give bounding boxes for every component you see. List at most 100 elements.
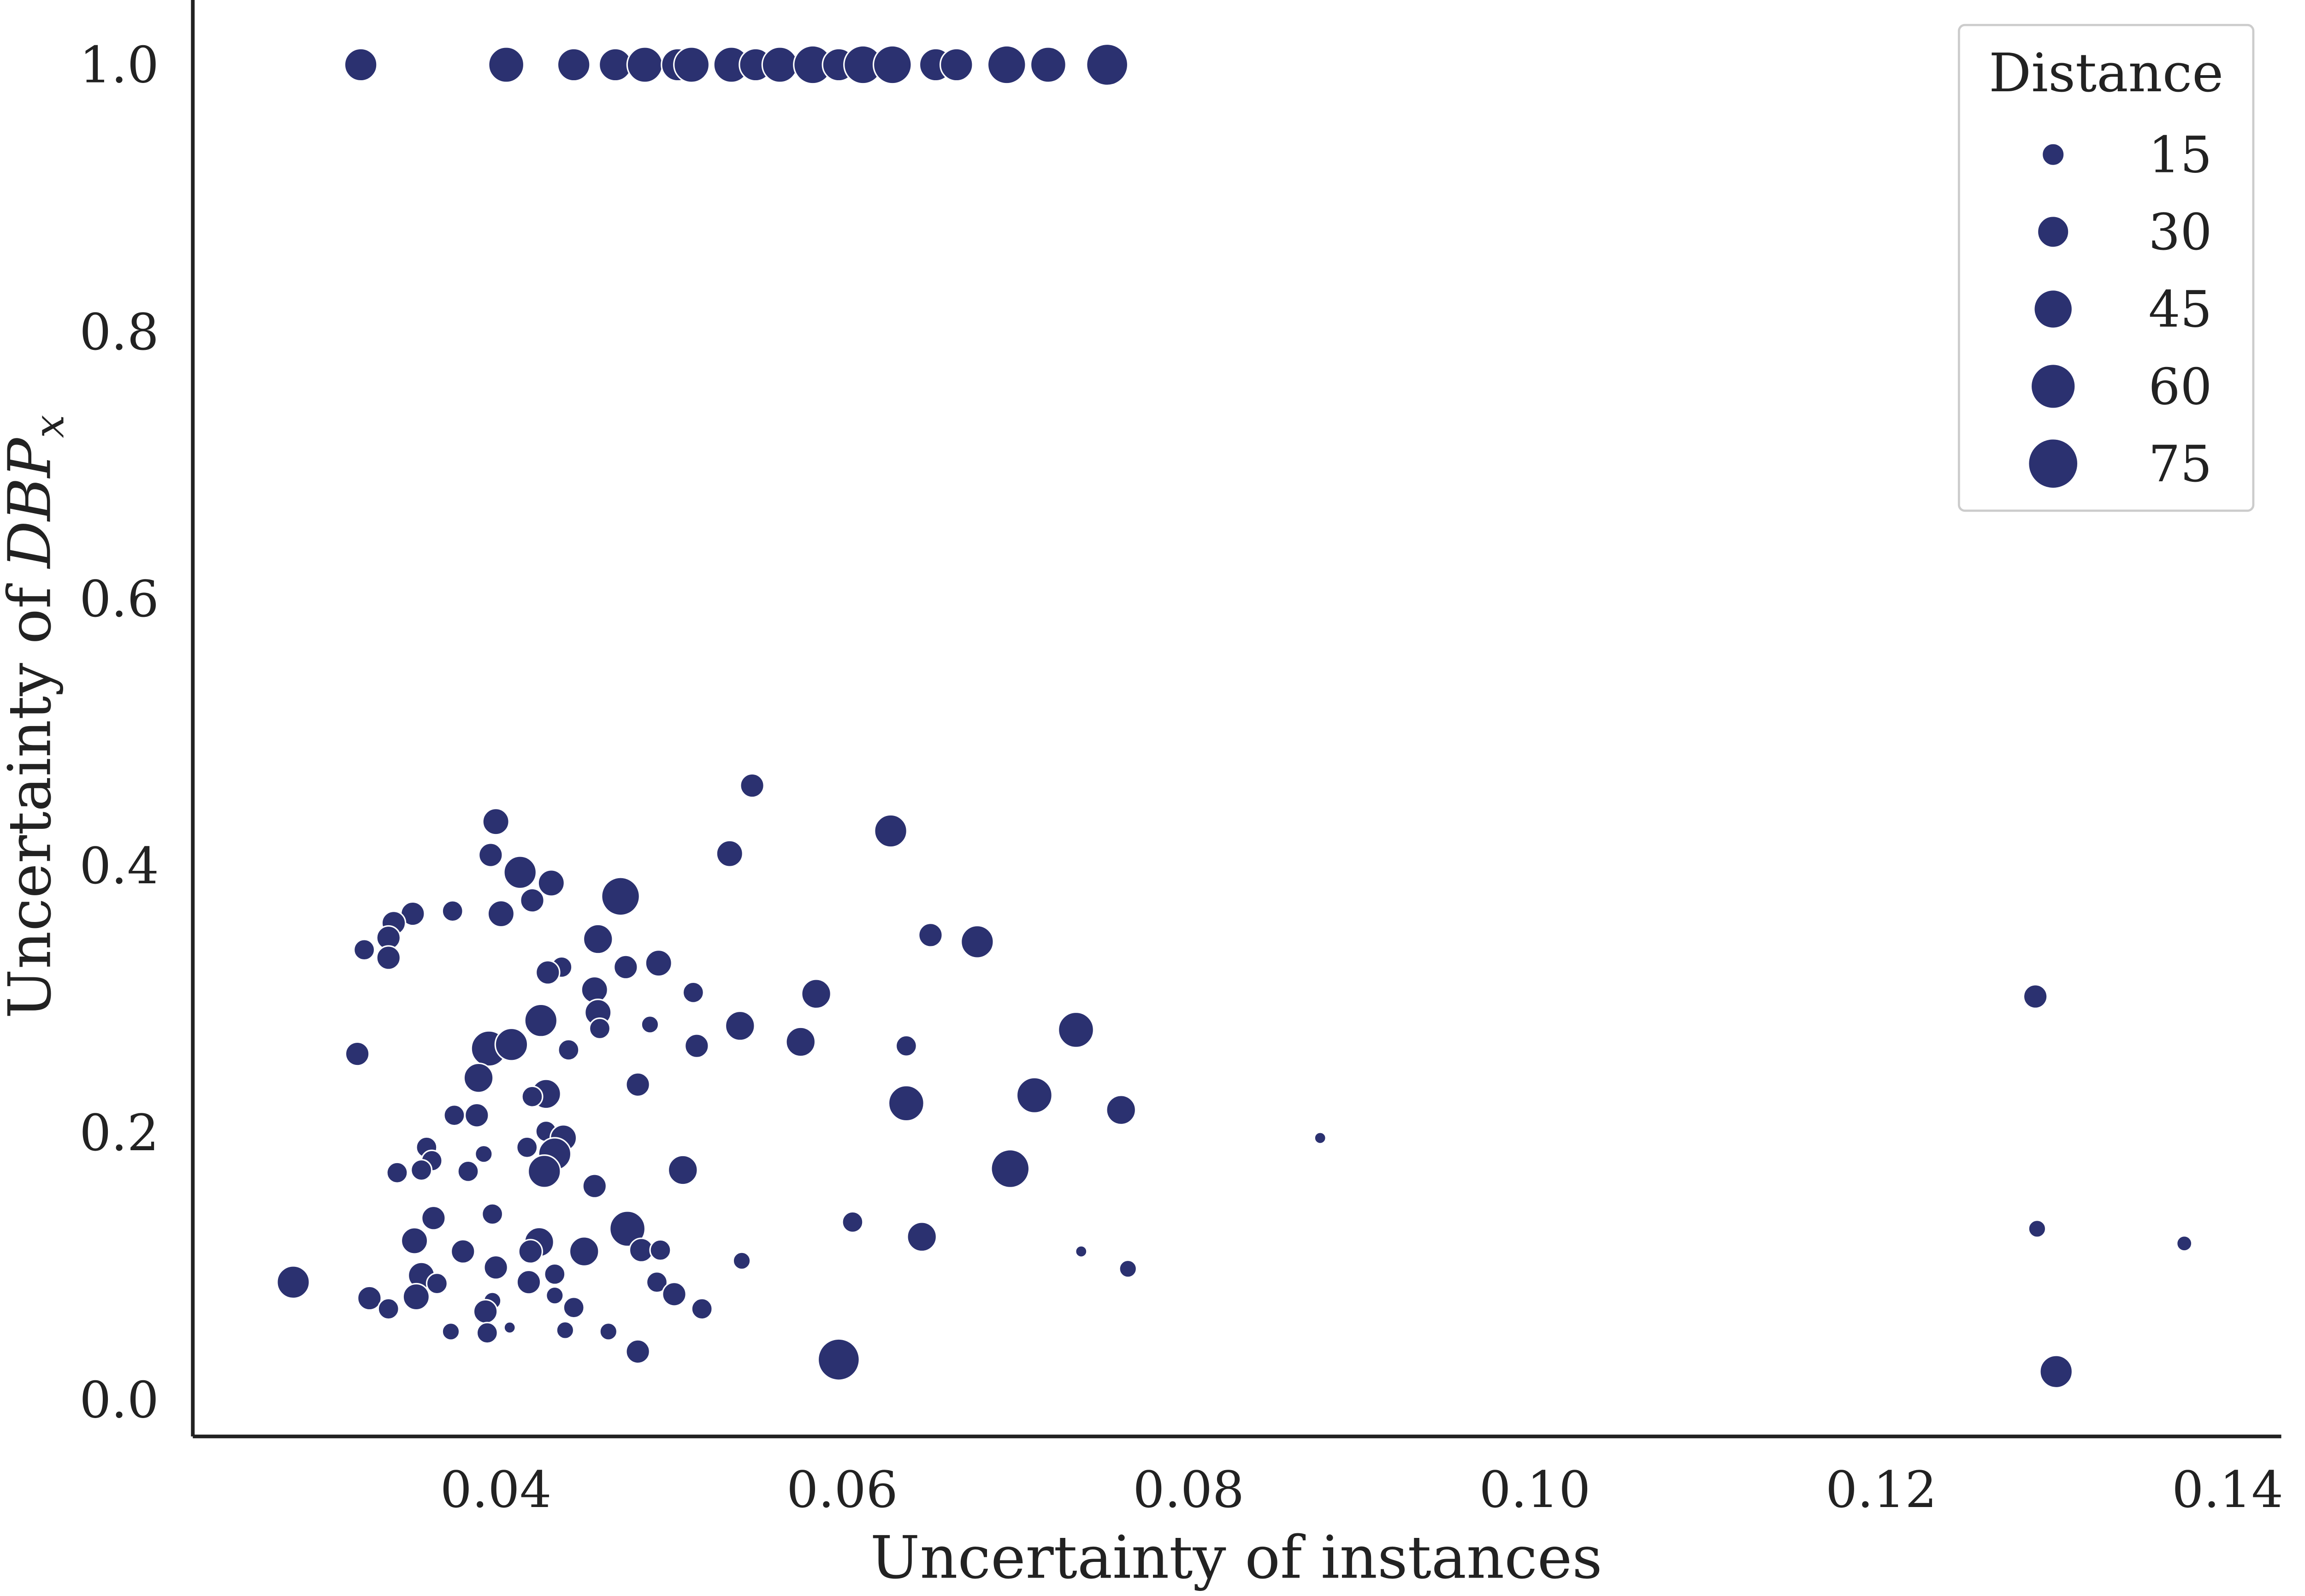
point bbox=[841, 1211, 864, 1233]
point bbox=[987, 45, 1027, 85]
point bbox=[443, 1104, 466, 1127]
point bbox=[441, 900, 464, 922]
x-tick-label: 0.10 bbox=[1479, 1460, 1591, 1519]
y-tick-label: 0.6 bbox=[79, 570, 159, 628]
point bbox=[609, 1210, 646, 1247]
point bbox=[625, 1339, 650, 1365]
point bbox=[463, 1062, 494, 1094]
point bbox=[400, 1227, 429, 1255]
point bbox=[357, 1285, 382, 1311]
point bbox=[426, 1272, 448, 1295]
point bbox=[377, 1298, 400, 1320]
point bbox=[494, 1027, 529, 1062]
point bbox=[640, 1015, 660, 1034]
point bbox=[481, 1203, 504, 1225]
point bbox=[343, 47, 378, 82]
x-tick-label: 0.08 bbox=[1133, 1460, 1244, 1519]
y-tick-label: 0.4 bbox=[79, 837, 159, 895]
point bbox=[2022, 984, 2048, 1009]
legend-title: Distance bbox=[1989, 42, 2223, 104]
point bbox=[673, 46, 710, 83]
x-tick-label: 0.06 bbox=[786, 1460, 898, 1519]
legend-marker bbox=[2041, 142, 2065, 166]
point bbox=[724, 1010, 756, 1041]
point bbox=[817, 1338, 860, 1381]
point bbox=[2039, 1354, 2074, 1389]
point bbox=[990, 1149, 1030, 1188]
point bbox=[582, 923, 614, 955]
point bbox=[527, 1154, 561, 1188]
point bbox=[520, 887, 545, 913]
point bbox=[568, 1236, 600, 1267]
point bbox=[421, 1205, 446, 1231]
legend-label: 15 bbox=[2148, 126, 2212, 184]
point bbox=[457, 1160, 479, 1182]
point bbox=[503, 855, 538, 890]
point bbox=[1058, 1011, 1095, 1048]
point bbox=[557, 1039, 580, 1061]
point bbox=[588, 1017, 611, 1040]
point bbox=[473, 1299, 498, 1324]
point bbox=[535, 960, 561, 985]
point bbox=[684, 1033, 709, 1058]
point bbox=[503, 1321, 516, 1334]
y-axis-label: Uncertainty of DBPx bbox=[0, 415, 73, 1019]
point bbox=[691, 1298, 713, 1320]
point bbox=[556, 1321, 575, 1340]
x-tick-label: 0.04 bbox=[440, 1460, 552, 1519]
point bbox=[732, 1251, 751, 1271]
point bbox=[544, 1263, 566, 1285]
point bbox=[645, 1271, 668, 1294]
y-axis-label-text: Uncertainty of bbox=[0, 568, 65, 1018]
point bbox=[895, 1034, 917, 1057]
point bbox=[487, 899, 515, 928]
point bbox=[940, 47, 974, 82]
point bbox=[667, 1154, 698, 1186]
point bbox=[887, 1085, 925, 1122]
y-axis-label-math: DBP bbox=[0, 437, 65, 569]
point bbox=[874, 814, 908, 848]
y-tick-label: 0.2 bbox=[79, 1104, 159, 1162]
point bbox=[478, 842, 503, 868]
point bbox=[872, 45, 912, 85]
y-axis-label-sub: x bbox=[25, 415, 73, 438]
point bbox=[524, 1003, 558, 1038]
legend-marker bbox=[2027, 438, 2079, 490]
legend: Distance 15 30 45 60 75 bbox=[1957, 24, 2255, 512]
point bbox=[785, 1026, 816, 1058]
legend-marker bbox=[2033, 289, 2074, 329]
point bbox=[1029, 46, 1067, 83]
point bbox=[276, 1265, 310, 1300]
point bbox=[516, 1136, 538, 1159]
point bbox=[906, 1221, 938, 1253]
legend-label: 45 bbox=[2148, 280, 2212, 339]
point bbox=[562, 1296, 585, 1319]
point bbox=[476, 1322, 498, 1344]
legend-marker bbox=[2036, 215, 2070, 248]
point bbox=[739, 773, 765, 798]
point bbox=[801, 978, 832, 1010]
point bbox=[662, 1281, 687, 1307]
point bbox=[344, 1041, 370, 1067]
x-tick-label: 0.12 bbox=[1826, 1460, 1937, 1519]
point bbox=[545, 1286, 564, 1305]
point bbox=[441, 1322, 461, 1341]
legend-label: 30 bbox=[2148, 203, 2212, 261]
point bbox=[599, 1322, 618, 1341]
point bbox=[483, 1255, 508, 1280]
point bbox=[2176, 1235, 2193, 1252]
point bbox=[402, 1283, 430, 1311]
point bbox=[1016, 1076, 1053, 1114]
point bbox=[918, 922, 943, 948]
point bbox=[556, 47, 591, 82]
point bbox=[516, 1269, 542, 1295]
point bbox=[761, 46, 798, 83]
point bbox=[644, 949, 673, 977]
point bbox=[450, 1239, 476, 1264]
point bbox=[482, 808, 510, 836]
y-tick-label: 0.0 bbox=[79, 1371, 159, 1429]
point bbox=[474, 1144, 493, 1164]
point bbox=[960, 925, 994, 959]
point bbox=[410, 1159, 433, 1182]
